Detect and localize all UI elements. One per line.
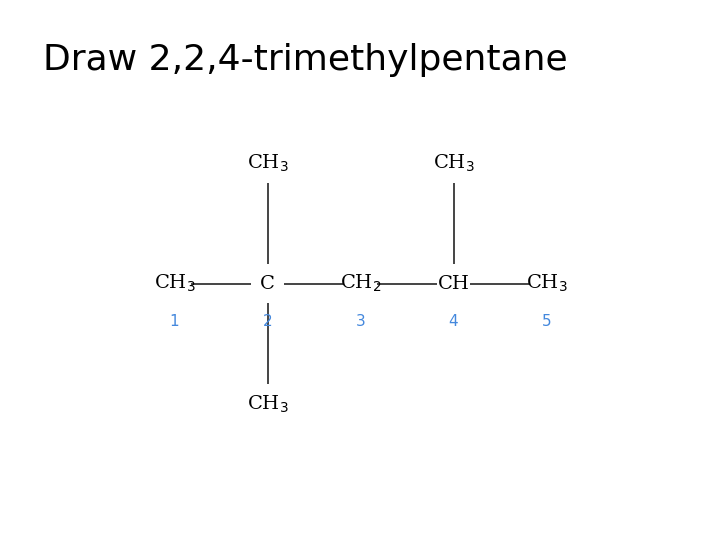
Text: Draw 2,2,4-trimethylpentane: Draw 2,2,4-trimethylpentane [43, 43, 568, 77]
Text: C: C [260, 275, 275, 293]
Text: CH$_{3}$: CH$_{3}$ [247, 153, 289, 174]
Text: 2: 2 [263, 314, 272, 329]
Text: 5: 5 [541, 314, 552, 329]
Text: CH$_{3}$: CH$_{3}$ [153, 273, 195, 294]
Text: CH$_{3}$: CH$_{3}$ [526, 273, 567, 294]
Text: CH: CH [438, 275, 469, 293]
Text: CH$_{3}$: CH$_{3}$ [433, 153, 474, 174]
Text: 4: 4 [449, 314, 459, 329]
Text: CH$_{2}$: CH$_{2}$ [340, 273, 381, 294]
Text: 1: 1 [170, 314, 179, 329]
Text: 3: 3 [356, 314, 366, 329]
Text: CH$_{3}$: CH$_{3}$ [247, 393, 289, 415]
